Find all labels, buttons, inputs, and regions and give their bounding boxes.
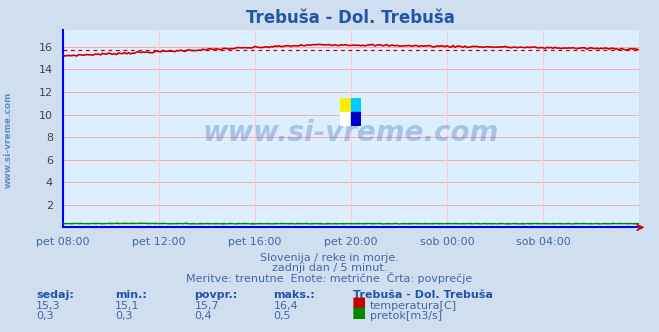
Text: 15,1: 15,1: [115, 301, 140, 311]
Text: 0,3: 0,3: [115, 311, 133, 321]
Text: temperatura[C]: temperatura[C]: [370, 301, 457, 311]
Text: Meritve: trenutne  Enote: metrične  Črta: povprečje: Meritve: trenutne Enote: metrične Črta: …: [186, 272, 473, 284]
Bar: [340, 112, 351, 126]
Text: min.:: min.:: [115, 290, 147, 300]
Text: povpr.:: povpr.:: [194, 290, 238, 300]
Title: Trebuša - Dol. Trebuša: Trebuša - Dol. Trebuša: [246, 9, 455, 27]
Text: www.si-vreme.com: www.si-vreme.com: [203, 119, 499, 147]
Text: sedaj:: sedaj:: [36, 290, 74, 300]
Bar: [340, 98, 351, 112]
Text: pretok[m3/s]: pretok[m3/s]: [370, 311, 442, 321]
Text: 15,7: 15,7: [194, 301, 219, 311]
Text: maks.:: maks.:: [273, 290, 315, 300]
Text: 0,5: 0,5: [273, 311, 291, 321]
Bar: [351, 98, 361, 112]
Text: 15,3: 15,3: [36, 301, 61, 311]
Text: Trebuša - Dol. Trebuša: Trebuša - Dol. Trebuša: [353, 290, 492, 300]
Text: 0,4: 0,4: [194, 311, 212, 321]
Text: ■: ■: [351, 295, 366, 310]
Text: zadnji dan / 5 minut.: zadnji dan / 5 minut.: [272, 263, 387, 273]
Text: ■: ■: [351, 305, 366, 320]
Text: 16,4: 16,4: [273, 301, 298, 311]
Text: 0,3: 0,3: [36, 311, 54, 321]
Text: www.si-vreme.com: www.si-vreme.com: [4, 91, 13, 188]
Text: Slovenija / reke in morje.: Slovenija / reke in morje.: [260, 253, 399, 263]
Bar: [351, 112, 361, 126]
